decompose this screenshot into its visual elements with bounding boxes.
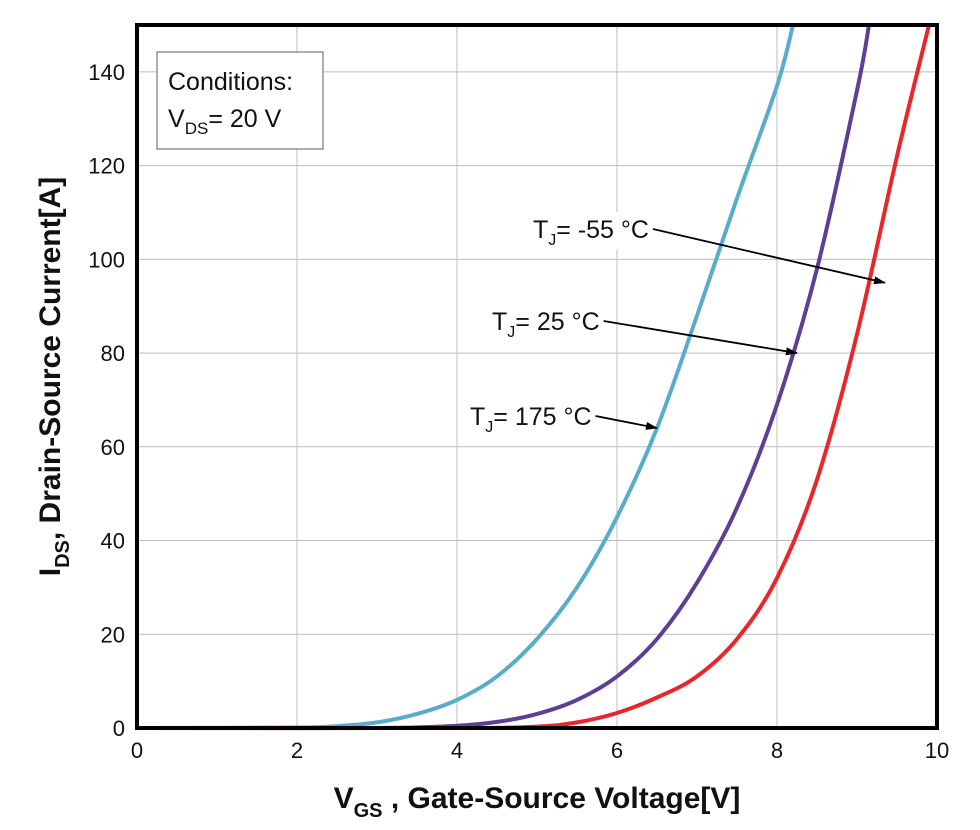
series-annotation-label: TJ= 25 °C [492, 308, 600, 341]
annotation-var: T [492, 308, 507, 336]
y-tick-label: 20 [101, 622, 125, 647]
conditions-value: VDS= 20 V [168, 105, 282, 138]
series-line-0 [135, 23, 795, 730]
x-tick-label: 10 [925, 738, 949, 763]
annotation-arrow [595, 415, 658, 430]
annotations: TJ= -55 °CTJ= 25 °CTJ= 175 °C [466, 212, 886, 437]
series-annotation-label: TJ= 175 °C [470, 403, 592, 436]
y-tick-label: 80 [101, 341, 125, 366]
y-tick-label: 140 [88, 60, 125, 85]
x-axis-label-text: , Gate-Source Voltage[V] [383, 782, 741, 815]
annotation-arrow [652, 228, 886, 285]
x-tick-label: 6 [611, 738, 623, 763]
x-tick-label: 8 [771, 738, 783, 763]
annotation-text: = -55 °C [556, 216, 649, 244]
y-tick-label: 40 [101, 529, 125, 554]
y-axis-label: IDS, Drain-Source Current[A] [34, 177, 74, 577]
y-axis-label-sub: DS [52, 540, 74, 568]
annotation-text: = 25 °C [515, 308, 599, 336]
y-tick-label: 60 [101, 435, 125, 460]
annotation-background [529, 212, 659, 250]
x-tick-label: 2 [291, 738, 303, 763]
y-tick-label: 100 [88, 247, 125, 272]
y-tick-label: 0 [113, 716, 125, 741]
y-tick-label: 120 [88, 154, 125, 179]
conditions-var-sub: DS [185, 119, 209, 138]
annotation-var: T [533, 216, 548, 244]
annotation-var-sub: J [548, 232, 556, 249]
plot-frame [135, 23, 939, 730]
x-axis-label-sub: GS [354, 800, 383, 822]
annotation-var-sub: J [507, 324, 515, 341]
annotation-var: T [470, 403, 485, 431]
conditions-box-frame [156, 51, 324, 150]
x-tick-label: 4 [451, 738, 463, 763]
x-axis-label-var: V [334, 782, 354, 815]
conditions-box: Conditions: VDS= 20 V [156, 51, 324, 150]
annotation-background [488, 304, 606, 342]
conditions-var: V [168, 105, 185, 133]
series-annotation-label: TJ= -55 °C [533, 216, 649, 249]
x-axis-label: VGS , Gate-Source Voltage[V] [334, 782, 741, 822]
x-tick-label: 0 [131, 738, 143, 763]
y-axis-label-var: I [34, 568, 67, 576]
annotation-text: = 175 °C [493, 403, 591, 431]
annotation-var-sub: J [485, 419, 493, 436]
conditions-title: Conditions: [168, 68, 293, 96]
y-axis-label-text: , Drain-Source Current[A] [34, 177, 67, 540]
annotation-arrow [603, 320, 798, 356]
annotation-background [466, 399, 600, 437]
conditions-value-text: = 20 V [208, 105, 281, 133]
